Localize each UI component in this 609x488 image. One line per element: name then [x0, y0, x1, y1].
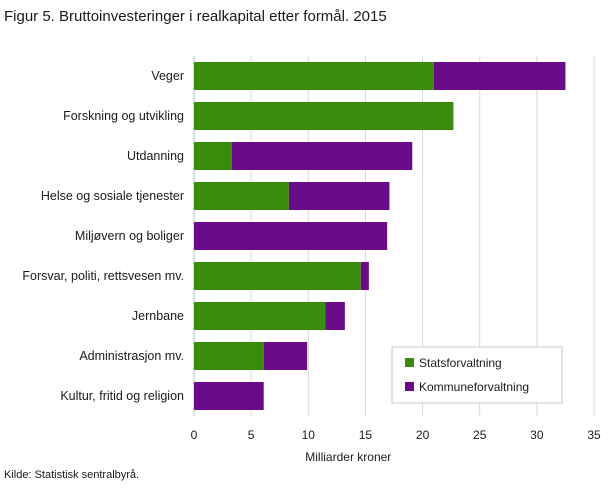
legend: Statsforvaltning Kommuneforvaltning — [391, 346, 563, 404]
category-label: Veger — [151, 69, 184, 83]
source-note: Kilde: Statistisk sentralbyrå. — [4, 469, 140, 481]
bar-kommune — [263, 342, 308, 370]
x-axis-title: Milliarder kroner — [305, 450, 391, 464]
bar-kommune — [194, 222, 388, 250]
bar-stat — [194, 262, 361, 290]
x-tick-label: 30 — [530, 428, 544, 442]
bar-kommune — [434, 62, 566, 90]
legend-swatch — [405, 358, 414, 367]
bar-kommune — [325, 302, 345, 330]
chart-title: Figur 5. Bruttoinvesteringer i realkapit… — [4, 8, 387, 25]
category-label: Helse og sosiale tjenester — [41, 189, 184, 203]
bar-stat — [194, 302, 326, 330]
category-label: Administrasjon mv. — [79, 349, 184, 363]
x-tick-label: 15 — [359, 428, 373, 442]
bar-kommune — [194, 382, 264, 410]
category-label: Forskning og utvikling — [63, 109, 184, 123]
bar-stat — [194, 342, 264, 370]
x-tick-labels: 0 5 10 15 20 25 30 35 — [191, 428, 601, 442]
x-tick-label: 5 — [248, 428, 255, 442]
legend-label: Kommuneforvaltning — [419, 380, 529, 394]
category-label: Kultur, fritid og religion — [60, 389, 184, 403]
category-labels: Veger Forskning og utvikling Utdanning Hels… — [22, 69, 184, 403]
bar-kommune — [231, 142, 413, 170]
bar-stat — [194, 62, 434, 90]
x-tick-label: 20 — [416, 428, 430, 442]
bar-stat — [194, 182, 289, 210]
category-label: Miljøvern og boliger — [75, 229, 184, 243]
category-label: Jernbane — [132, 309, 184, 323]
category-label: Utdanning — [127, 149, 184, 163]
bar-stat — [194, 102, 454, 130]
category-label: Forsvar, politi, rettsvesen mv. — [22, 269, 184, 283]
x-tick-label: 25 — [473, 428, 487, 442]
legend-swatch — [405, 382, 414, 391]
x-tick-label: 10 — [302, 428, 316, 442]
bars — [194, 62, 566, 410]
bar-stat — [194, 142, 232, 170]
bar-kommune — [360, 262, 369, 290]
x-tick-label: 0 — [191, 428, 198, 442]
legend-label: Statsforvaltning — [419, 356, 502, 370]
legend-box — [391, 346, 563, 404]
x-tick-label: 35 — [587, 428, 601, 442]
bar-kommune — [288, 182, 390, 210]
